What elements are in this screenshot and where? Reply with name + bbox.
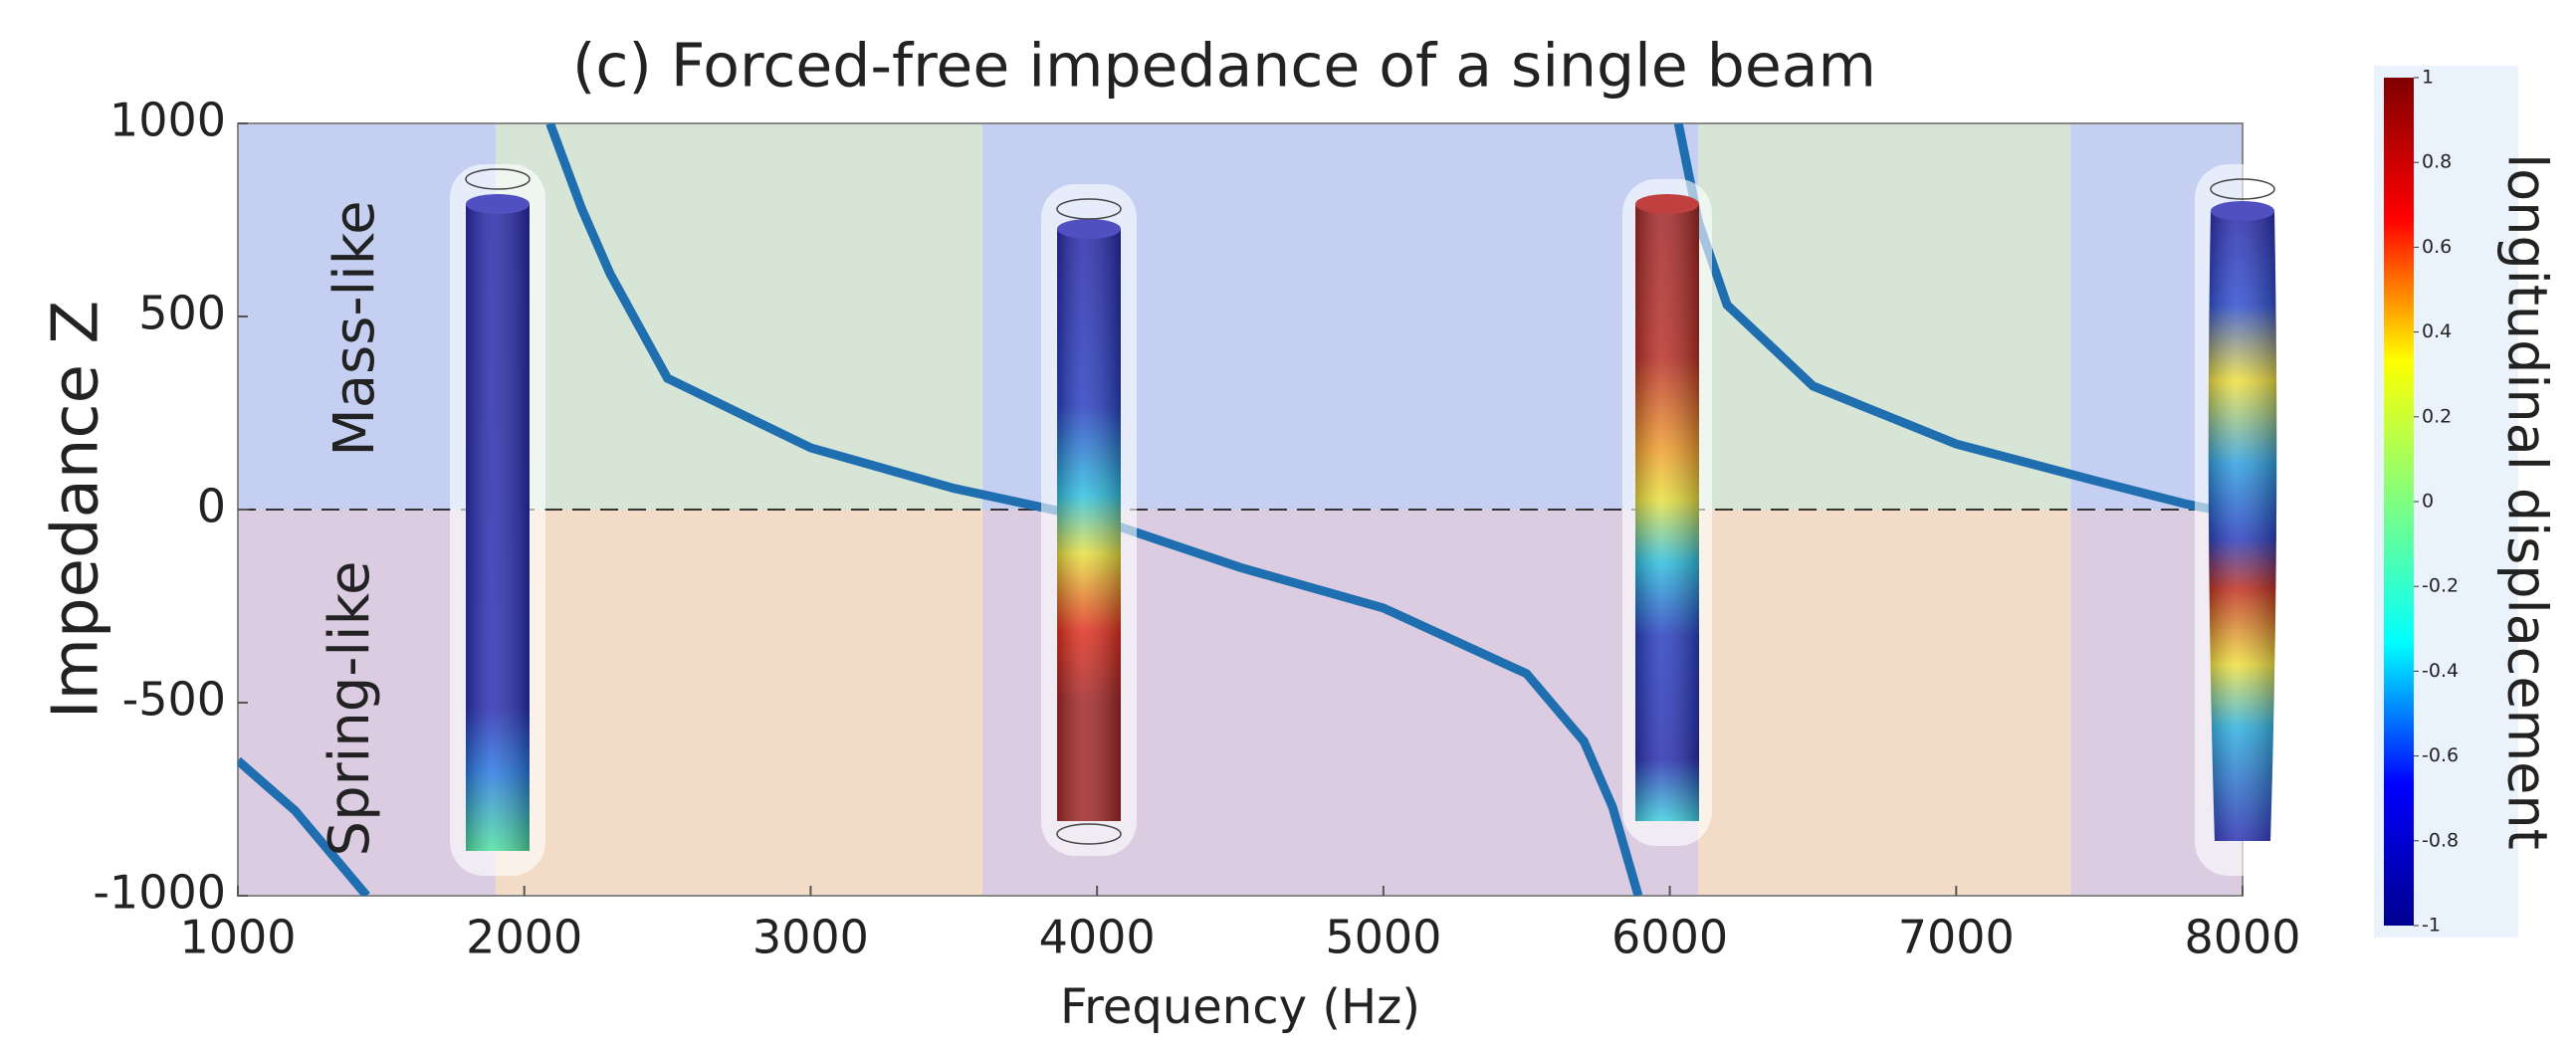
- beam: [2195, 164, 2290, 876]
- y-axis-label: Impedance Z: [40, 301, 113, 719]
- colorbar: [2384, 78, 2414, 926]
- colorbar-tick-label: 0: [2422, 491, 2434, 513]
- beam: [1622, 179, 1712, 846]
- region-lower: [1698, 510, 2071, 896]
- beam-illustrations: [450, 164, 2290, 876]
- y-tick-label: -1000: [93, 866, 226, 920]
- y-tick-label: -500: [122, 673, 226, 727]
- beam: [1041, 184, 1137, 856]
- x-tick-label: 8000: [2184, 911, 2300, 964]
- y-tick-label: 0: [197, 480, 226, 533]
- x-axis-label: Frequency (Hz): [1060, 979, 1420, 1035]
- annotation: Spring-like: [318, 561, 382, 857]
- x-tick-label: 7000: [1898, 911, 2015, 964]
- colorbar-tick-label: 0.4: [2422, 320, 2452, 342]
- x-tick-label: 5000: [1325, 911, 1441, 964]
- x-tick-label: 3000: [752, 911, 869, 964]
- colorbar-tick-label: 1: [2422, 67, 2434, 89]
- colorbar-tick-label: 0.2: [2422, 405, 2452, 427]
- colorbar-tick-label: -0.6: [2422, 744, 2459, 766]
- impedance-line: [238, 756, 370, 896]
- colorbar-tick-label: -0.2: [2422, 575, 2459, 597]
- chart-title: (c) Forced-free impedance of a single be…: [572, 32, 1876, 102]
- region-upper: [1698, 123, 2071, 510]
- colorbar-tick-label: -0.4: [2422, 660, 2459, 682]
- colorbar-label: longitudinal displacement: [2495, 153, 2558, 850]
- colorbar-tick-label: -0.8: [2422, 829, 2459, 851]
- y-tick-label: 500: [138, 287, 226, 340]
- beam: [450, 164, 545, 876]
- colorbar-tick-label: 0.6: [2422, 236, 2452, 258]
- x-tick-label: 4000: [1039, 911, 1156, 964]
- colorbar-tick-label: -1: [2422, 915, 2441, 937]
- region-lower: [495, 510, 983, 896]
- x-tick-label: 1000: [179, 911, 296, 964]
- x-tick-label: 6000: [1611, 911, 1728, 964]
- y-tick-label: 1000: [109, 94, 226, 147]
- colorbar-tick-label: 0.8: [2422, 151, 2452, 173]
- x-tick-label: 2000: [466, 911, 582, 964]
- labels: 1000 2000 3000 4000 5000 6000 7000 8000-1000-50…: [93, 66, 2518, 964]
- annotation: Mass-like: [322, 200, 387, 456]
